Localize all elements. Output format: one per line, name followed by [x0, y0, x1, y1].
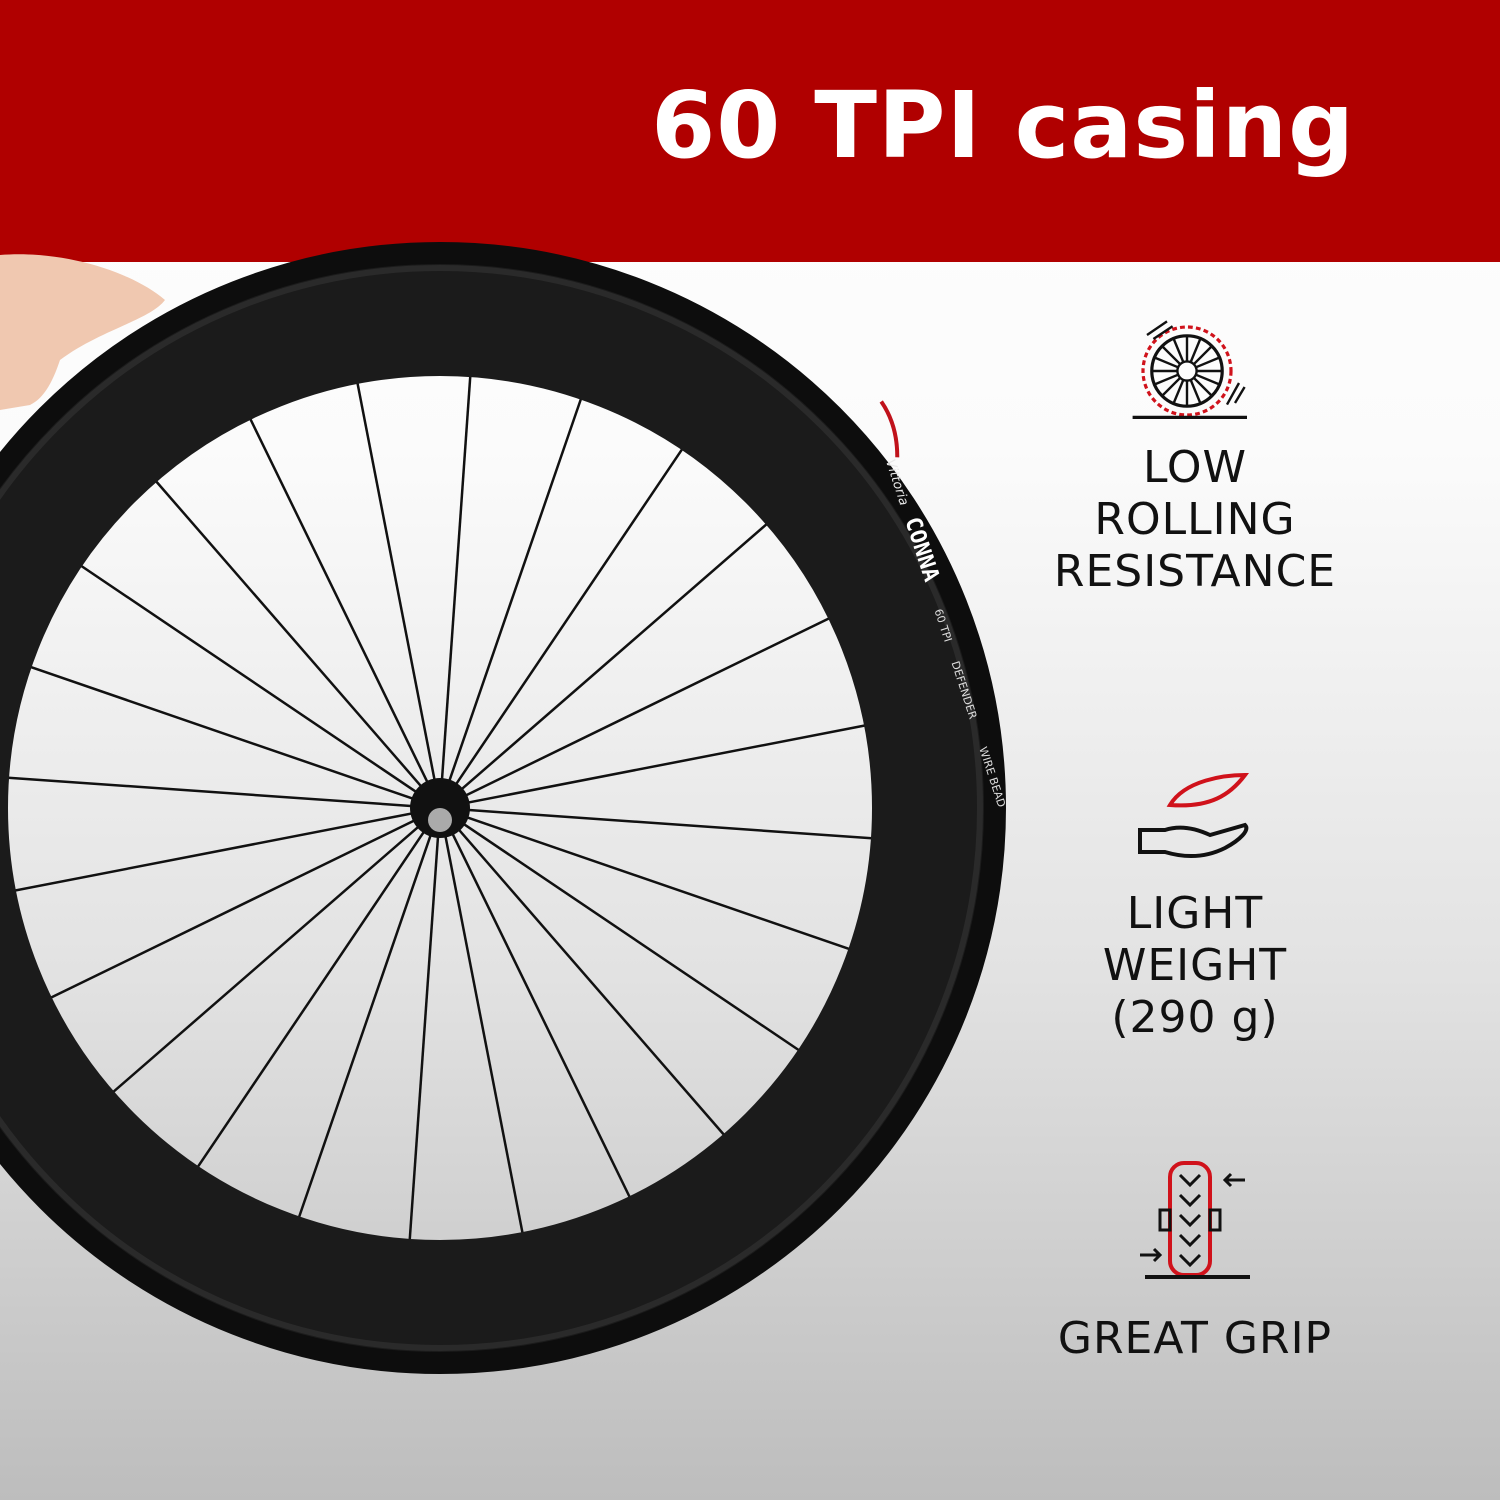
feature-light-weight: LIGHT WEIGHT (290 g) — [1020, 770, 1370, 1044]
icon-spoke — [1195, 373, 1220, 386]
axle — [428, 808, 452, 832]
spoke — [453, 823, 730, 1141]
icon-spoke — [1172, 379, 1185, 404]
tire — [0, 242, 1006, 1374]
feature-line: ROLLING — [1094, 494, 1296, 545]
carbon-rim — [0, 246, 1002, 1370]
icon-spoke — [1192, 345, 1213, 366]
spoke — [460, 813, 857, 953]
feature-line: LOW — [1142, 442, 1248, 493]
feature-low-rolling-resistance: LOW ROLLING RESISTANCE — [1020, 292, 1370, 598]
spoke — [74, 560, 423, 797]
spoke — [246, 411, 432, 789]
spoke — [354, 375, 438, 787]
icon-spoke — [1189, 338, 1202, 363]
spoke — [455, 518, 773, 795]
feature-line: (290 g) — [1111, 992, 1279, 1043]
spoke — [461, 808, 880, 841]
icon-spoke — [1195, 356, 1220, 369]
spoke — [461, 722, 873, 806]
spoke — [295, 828, 435, 1225]
icon-spoke — [1161, 345, 1182, 366]
wheel-spokes — [0, 368, 880, 1248]
feature-line: RESISTANCE — [1053, 546, 1337, 597]
icon-spoke — [1161, 376, 1182, 397]
spoke — [43, 816, 421, 1002]
hand — [0, 254, 165, 410]
spoke — [442, 829, 526, 1241]
icon-spoke — [1154, 356, 1179, 369]
rolling-wheel-icon — [1132, 320, 1247, 419]
tire-grip-icon — [1140, 1161, 1250, 1279]
spoke — [451, 442, 688, 791]
header-band — [0, 0, 1500, 262]
feature-line: LIGHT — [1126, 888, 1264, 939]
feature-line: GREAT GRIP — [1057, 1313, 1333, 1364]
feather-hand-icon — [1138, 772, 1250, 859]
spoke — [107, 821, 425, 1098]
spoke — [407, 829, 440, 1248]
page-title: 60 TPI casing — [651, 72, 1355, 179]
icon-spoke — [1189, 379, 1202, 404]
spoke — [0, 775, 419, 808]
spoke — [440, 368, 473, 787]
icon-spoke — [1192, 376, 1213, 397]
spoke — [457, 819, 806, 1056]
tire-edge — [0, 265, 983, 1351]
brand-swoosh — [879, 400, 900, 458]
feature-line: WEIGHT — [1102, 940, 1288, 991]
icon-spoke — [1154, 373, 1179, 386]
spoke — [459, 614, 837, 800]
spoke — [192, 825, 429, 1174]
spoke — [23, 663, 420, 803]
feature-great-grip: GREAT GRIP — [1020, 1155, 1370, 1365]
spoke — [7, 810, 419, 894]
spoke — [445, 391, 585, 788]
icon-spoke — [1172, 338, 1185, 363]
spoke — [150, 475, 427, 793]
spoke — [448, 827, 634, 1205]
